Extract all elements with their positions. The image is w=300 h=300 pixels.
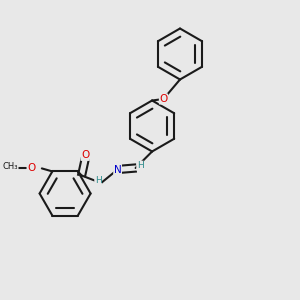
- Text: N: N: [114, 164, 122, 175]
- Text: H: H: [137, 161, 143, 170]
- Text: CH₃: CH₃: [3, 162, 18, 171]
- Text: O: O: [27, 164, 35, 173]
- Text: O: O: [159, 94, 168, 104]
- Text: H: H: [95, 176, 101, 185]
- Text: O: O: [81, 150, 89, 161]
